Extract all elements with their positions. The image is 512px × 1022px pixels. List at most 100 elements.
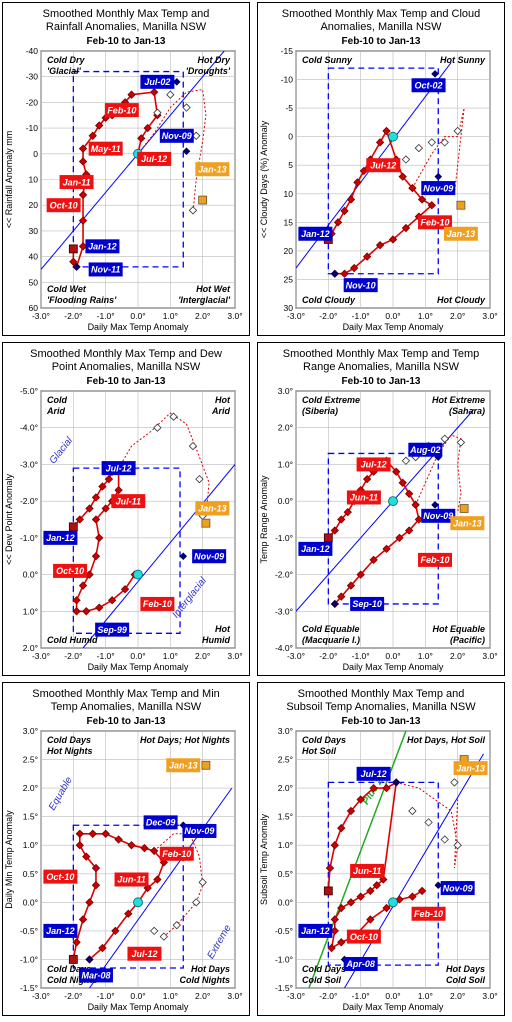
data-point: [78, 915, 88, 924]
point-callout-box: [418, 552, 453, 567]
point-callout-label: Jan-13: [169, 760, 198, 770]
data-point: [143, 123, 152, 133]
y-tick-label: -15: [281, 46, 294, 56]
x-tick-label: 3.0°: [482, 991, 497, 1001]
data-point: [375, 138, 385, 147]
x-tick-label: 3.0°: [227, 651, 242, 661]
data-point: [356, 892, 365, 901]
data-point: [375, 241, 385, 250]
x-tick-label: -3.0°: [32, 311, 50, 321]
open-data-point: [424, 818, 433, 827]
y-tick-label: 25: [284, 274, 294, 284]
data-point: [401, 223, 411, 233]
point-callout-box: [111, 494, 146, 509]
y-tick-label: -20: [26, 97, 39, 107]
open-data-point: [153, 108, 162, 117]
reference-box: [72, 824, 184, 969]
data-point: [98, 482, 107, 491]
data-point: [72, 596, 81, 605]
quadrant-label-br-sub: Cold Nights: [180, 975, 231, 985]
start-point: [68, 955, 78, 964]
projection-path: [153, 833, 204, 937]
point-callout-label: Feb-10: [162, 849, 191, 859]
data-point: [382, 544, 391, 554]
point-callout-box: [166, 758, 201, 773]
point-callout-box: [298, 923, 333, 938]
point-callout-label: Oct-10: [46, 872, 74, 882]
origin-point: [388, 496, 398, 507]
data-point: [417, 195, 427, 204]
data-point: [392, 467, 401, 476]
point-callout-label: Feb-10: [414, 909, 443, 919]
reference-point: [434, 881, 443, 889]
x-tick-label: 2.0°: [195, 311, 210, 321]
point-callout-label: Jan-12: [46, 533, 75, 543]
quadrant-label-tl: Cold: [47, 395, 67, 405]
point-callout-box: [140, 596, 175, 611]
point-callout-box: [127, 946, 162, 961]
reference-point: [179, 552, 188, 560]
data-point: [91, 863, 101, 873]
start-point: [68, 522, 78, 532]
point-callout-box: [88, 262, 123, 277]
y-tick-label: -0.5°: [275, 926, 293, 936]
point-callout-box: [450, 516, 485, 531]
x-tick-label: -1.0°: [352, 651, 370, 661]
quadrant-label-tr: Hot Dry: [197, 55, 230, 65]
point-callout-box: [43, 869, 78, 884]
x-tick-label: -2.0°: [319, 991, 337, 1001]
quadrant-label-tr: Hot Days, Hot Soil: [407, 735, 486, 745]
point-callout-label: Nov-09: [194, 551, 224, 561]
point-callout-box: [85, 239, 120, 254]
current-point: [456, 200, 466, 210]
x-axis-label: Daily Max Temp Anomaly: [343, 662, 444, 672]
quadrant-label-br: Hot Equable: [432, 624, 485, 634]
data-point: [82, 852, 91, 861]
y-tick-label: -5.0°: [20, 386, 38, 396]
open-data-point: [456, 438, 466, 447]
data-point: [78, 581, 88, 590]
data-point: [91, 515, 101, 524]
open-data-point: [453, 126, 462, 136]
point-callout-label: Jul-02: [144, 77, 170, 87]
data-point: [95, 603, 104, 612]
y-tick-label: 3.0°: [23, 726, 38, 736]
y-tick-label: -5: [285, 103, 293, 113]
point-callout-label: Nov-11: [91, 265, 120, 275]
data-point: [395, 533, 404, 543]
x-tick-label: 2.0°: [195, 991, 210, 1001]
x-tick-label: -2.0°: [64, 311, 82, 321]
open-data-point: [150, 926, 159, 936]
point-callout-label: Nov-09: [443, 883, 473, 893]
data-point: [98, 943, 107, 953]
data-point: [337, 938, 346, 947]
data-point: [91, 493, 101, 502]
x-tick-label: -1.0°: [97, 651, 115, 661]
data-point: [356, 795, 365, 804]
quadrant-label-br: Hot Cloudy: [437, 295, 486, 305]
current-point: [198, 195, 208, 205]
chart-subtitle: Feb-10 to Jan-13: [87, 716, 166, 727]
data-point: [72, 938, 81, 947]
point-callout-label: Jun-11: [353, 866, 381, 876]
origin-point: [133, 569, 143, 580]
point-callout-label: Jan-13: [456, 763, 485, 773]
data-point: [405, 526, 414, 535]
reference-box: [327, 67, 439, 275]
point-callout-label: Jun-11: [350, 493, 378, 503]
y-tick-label: 0.5°: [23, 869, 38, 879]
start-point: [323, 533, 333, 543]
data-point: [362, 474, 372, 484]
y-tick-label: -30: [26, 72, 39, 82]
x-tick-label: 0.0°: [385, 651, 400, 661]
x-tick-label: 2.0°: [450, 991, 465, 1001]
data-point: [330, 915, 339, 924]
point-callout-label: Jul-12: [361, 460, 387, 470]
reference-point: [72, 263, 81, 271]
open-data-point: [198, 878, 207, 887]
y-axis-label: << Rainfall Anomaly mm: [4, 131, 14, 229]
point-callout-label: Jan-13: [198, 504, 227, 514]
open-data-point: [450, 778, 459, 787]
y-tick-label: 1.0°: [23, 840, 38, 850]
